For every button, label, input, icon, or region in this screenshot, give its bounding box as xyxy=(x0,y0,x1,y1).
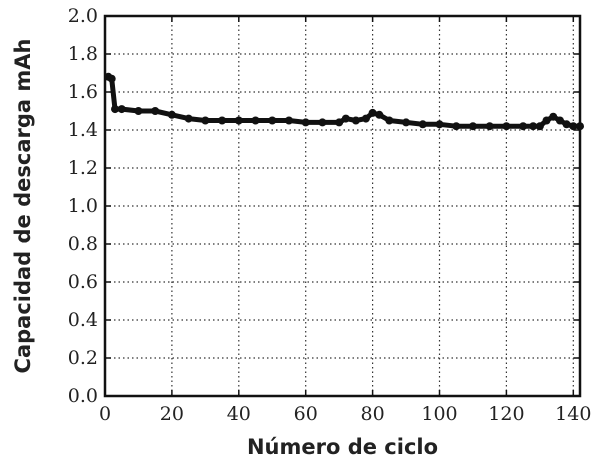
data-point xyxy=(361,114,370,123)
x-tick-label: 80 xyxy=(361,403,385,425)
data-point xyxy=(549,112,558,121)
data-point xyxy=(502,122,511,131)
data-point xyxy=(341,114,350,123)
y-axis-title: Capacidad de descarga mAh xyxy=(11,39,35,374)
data-point xyxy=(234,116,243,125)
x-tick-label: 100 xyxy=(421,403,457,425)
data-point xyxy=(107,74,116,83)
grid xyxy=(105,16,580,396)
data-point xyxy=(117,105,126,114)
data-point xyxy=(402,118,411,127)
x-tick-label: 0 xyxy=(99,403,111,425)
y-tick-label: 1.0 xyxy=(68,195,98,217)
data-point xyxy=(268,116,277,125)
y-tick-label: 0.6 xyxy=(68,271,98,293)
data-point xyxy=(375,110,384,119)
y-tick-label: 0.2 xyxy=(68,347,98,369)
data-point xyxy=(167,110,176,119)
data-point xyxy=(542,116,551,125)
y-tick-label: 1.2 xyxy=(68,157,98,179)
plot-frame xyxy=(103,14,582,398)
x-tick-labels: 0 20 40 60 80 100 120 140 xyxy=(99,403,591,425)
data-point xyxy=(562,120,571,129)
data-point xyxy=(284,116,293,125)
data-point xyxy=(318,118,327,127)
data-point xyxy=(385,116,394,125)
data-point xyxy=(529,122,538,131)
x-tick-label: 120 xyxy=(488,403,524,425)
data-point xyxy=(555,116,564,125)
data-point xyxy=(134,107,143,115)
data-point xyxy=(468,122,477,131)
x-tick-label: 140 xyxy=(555,403,591,425)
data-series xyxy=(104,72,584,131)
y-tick-label: 0.4 xyxy=(68,309,98,331)
data-point xyxy=(301,118,310,127)
data-point xyxy=(184,114,193,123)
data-point xyxy=(435,120,444,129)
data-point xyxy=(452,122,461,131)
data-point xyxy=(201,116,210,125)
y-tick-label: 0.8 xyxy=(68,233,98,255)
y-tick-label: 1.8 xyxy=(68,43,98,65)
y-tick-labels: 0.0 0.2 0.4 0.6 0.8 1.0 1.2 1.4 1.6 1.8 2.0 xyxy=(68,5,98,407)
data-point xyxy=(151,107,160,115)
x-tick-label: 40 xyxy=(227,403,251,425)
data-point xyxy=(351,116,360,125)
x-tick-label: 60 xyxy=(294,403,318,425)
x-axis-title: Número de ciclo xyxy=(247,435,438,459)
data-point xyxy=(418,120,427,129)
y-tick-label: 1.4 xyxy=(68,119,98,141)
data-point xyxy=(569,122,578,131)
data-point xyxy=(251,116,260,125)
tick-marks xyxy=(104,15,580,397)
x-tick-label: 20 xyxy=(160,403,184,425)
y-tick-label: 0.0 xyxy=(68,385,98,407)
data-point xyxy=(218,116,227,125)
data-point xyxy=(368,108,377,117)
data-point xyxy=(535,122,544,131)
data-point xyxy=(111,105,120,114)
data-point xyxy=(335,118,344,127)
y-tick-label: 1.6 xyxy=(68,81,98,103)
data-point xyxy=(519,122,528,131)
y-tick-label: 2.0 xyxy=(68,5,98,27)
data-point xyxy=(485,122,494,131)
